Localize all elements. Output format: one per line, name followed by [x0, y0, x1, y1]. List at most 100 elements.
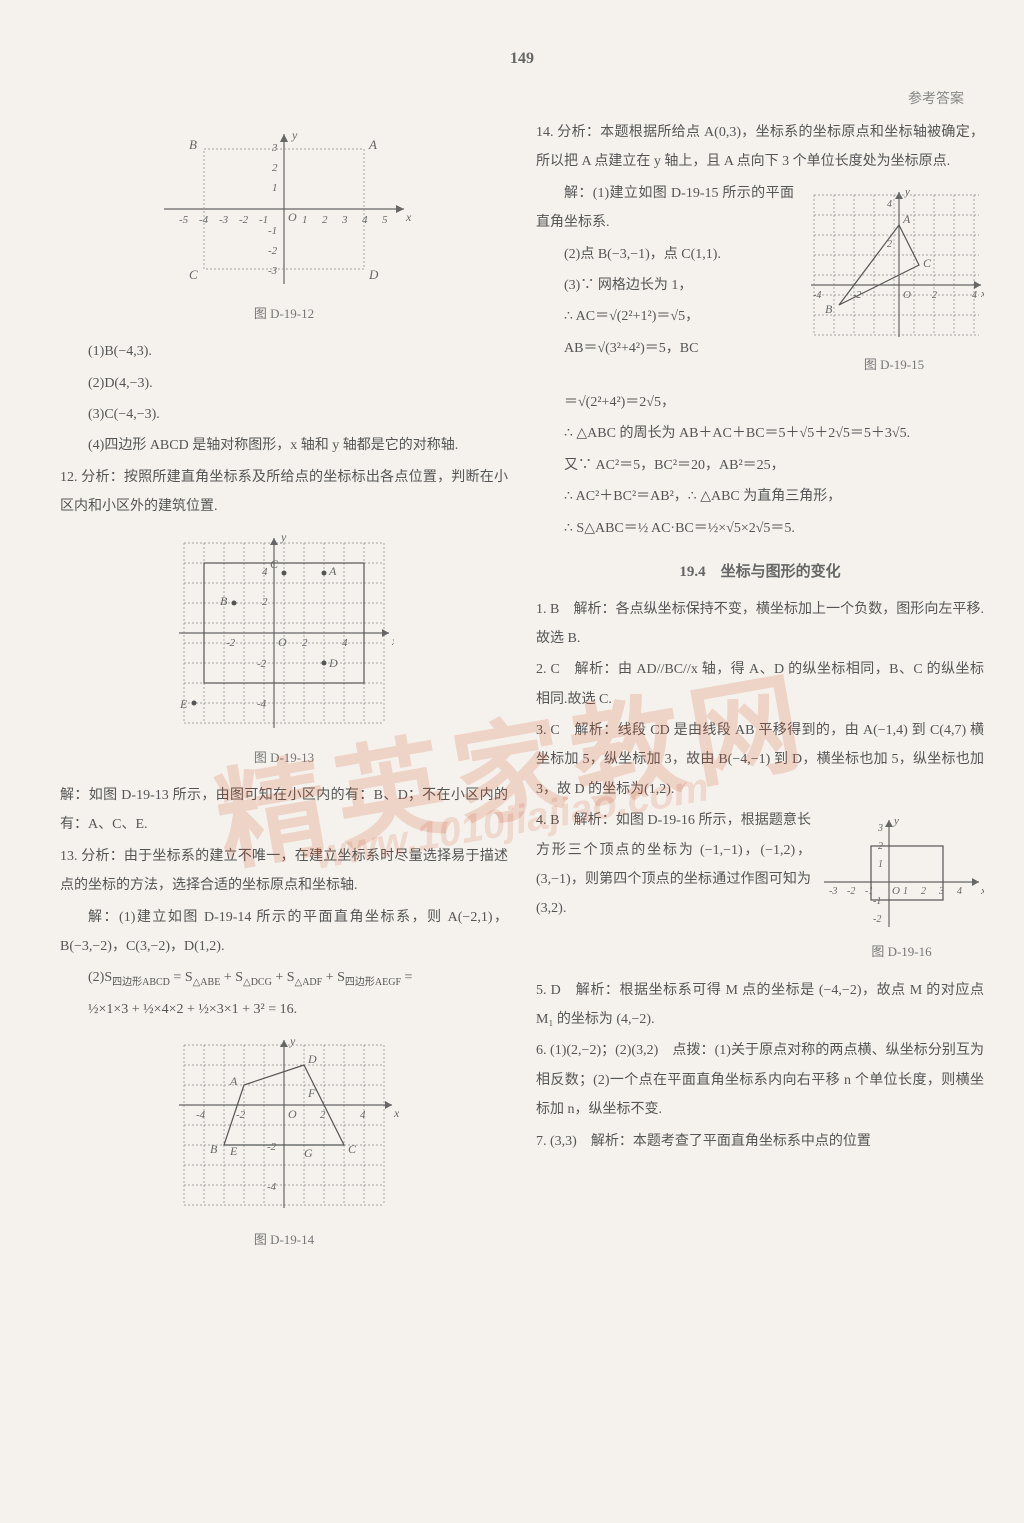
item-13-head: 13. 分析：由于坐标系的建立不唯一，在建立坐标系时尽量选择易于描述点的坐标的方… — [60, 842, 508, 901]
q7: 7. (3,3) 解析：本题考查了平面直角坐标系中点的位置 — [536, 1127, 984, 1156]
svg-text:F: F — [307, 1086, 316, 1100]
item-13-sol2: (2)S四边形ABCD = S△ABE + S△DCG + S△ADF + S四… — [60, 963, 508, 993]
item-11-2: (2)D(4,−3). — [60, 369, 508, 398]
figure-d-19-12: x y O -5-4-3 -2-1 123 45 123 -1-2-3 — [60, 124, 508, 294]
svg-text:x: x — [391, 634, 394, 648]
svg-text:2: 2 — [322, 214, 328, 226]
fig14-caption: 图 D-19-14 — [60, 1226, 508, 1253]
svg-text:E: E — [179, 697, 188, 711]
svg-text:1: 1 — [272, 182, 278, 194]
item-14-area: ∴ S△ABC＝½ AC·BC＝½×√5×2√5＝5. — [536, 514, 984, 543]
svg-text:C: C — [348, 1142, 357, 1156]
item-11-1: (1)B(−4,3). — [60, 337, 508, 366]
svg-text:O: O — [892, 885, 900, 897]
svg-text:y: y — [904, 186, 910, 198]
svg-text:y: y — [893, 815, 899, 827]
item-14-ac: ∴ AC＝√(2²+1²)＝√5， — [536, 302, 794, 331]
svg-text:-1: -1 — [268, 225, 277, 237]
svg-text:x: x — [405, 210, 412, 224]
item-13-sol1: 解：(1)建立如图 D-19-14 所示的平面直角坐标系，则 A(−2,1)，B… — [60, 903, 508, 962]
fig13-caption: 图 D-19-13 — [60, 744, 508, 771]
svg-text:O: O — [288, 210, 297, 224]
svg-text:C: C — [189, 267, 198, 282]
svg-text:4: 4 — [887, 199, 892, 210]
svg-text:D: D — [328, 656, 338, 670]
svg-text:4: 4 — [342, 637, 348, 649]
svg-text:A: A — [328, 564, 337, 578]
figure-d-19-14: A B C D E F G x y O -4-2 24 -2-4 — [60, 1030, 508, 1220]
svg-text:2: 2 — [932, 290, 937, 301]
figure-d-19-13: A B C D E x y O 42 -2-4 -224 — [60, 528, 508, 738]
svg-text:-4: -4 — [196, 1109, 206, 1121]
figure-d-19-15: A B C O x y -4-2 24 24 — [804, 185, 984, 345]
fig15-caption: 图 D-19-15 — [804, 351, 984, 378]
svg-text:1: 1 — [903, 886, 908, 897]
item-14-ab: AB＝√(3²+4²)＝5，BC — [536, 334, 794, 363]
item-14-sol3: (3)∵ 网格边长为 1， — [536, 271, 794, 300]
svg-text:-3: -3 — [219, 214, 229, 226]
svg-text:2: 2 — [887, 239, 892, 250]
svg-text:2: 2 — [921, 886, 926, 897]
svg-text:B: B — [210, 1142, 218, 1156]
svg-text:-2: -2 — [239, 214, 249, 226]
svg-text:4: 4 — [362, 214, 368, 226]
q6: 6. (1)(2,−2)；(2)(3,2) 点拨：(1)关于原点对称的两点横、纵… — [536, 1036, 984, 1124]
svg-text:-2: -2 — [873, 914, 881, 925]
svg-text:B: B — [220, 594, 228, 608]
page-number: 149 — [60, 50, 984, 68]
svg-text:3: 3 — [877, 823, 883, 834]
fig12-caption: 图 D-19-12 — [60, 300, 508, 327]
item-13-calc: ½×1×3 + ½×4×2 + ½×3×1 + 3² = 16. — [60, 995, 508, 1024]
svg-text:C: C — [923, 256, 932, 270]
svg-text:1: 1 — [878, 859, 883, 870]
svg-text:3: 3 — [341, 214, 348, 226]
svg-text:-2: -2 — [226, 637, 236, 649]
q3: 3. C 解析：线段 CD 是由线段 AB 平移得到的，由 A(−1,4) 到 … — [536, 716, 984, 804]
svg-text:2: 2 — [272, 162, 278, 174]
svg-text:O: O — [278, 635, 287, 649]
item-14-sq: 又∵ AC²＝5，BC²＝20，AB²＝25， — [536, 451, 984, 480]
svg-text:y: y — [291, 128, 298, 142]
item-12-sol: 解：如图 D-19-13 所示，由图可知在小区内的有：B、D；不在小区内的有：A… — [60, 781, 508, 840]
svg-text:-4: -4 — [257, 698, 267, 710]
page-label: 参考答案 — [908, 88, 964, 108]
svg-text:-2: -2 — [236, 1109, 246, 1121]
svg-text:D: D — [307, 1052, 317, 1066]
svg-text:y: y — [289, 1034, 296, 1048]
svg-text:2: 2 — [262, 596, 268, 608]
svg-text:O: O — [288, 1107, 297, 1121]
item-11-3: (3)C(−4,−3). — [60, 400, 508, 429]
svg-text:x: x — [980, 288, 984, 300]
svg-text:-2: -2 — [853, 290, 861, 301]
svg-text:B: B — [825, 302, 833, 316]
svg-text:-2: -2 — [257, 658, 267, 670]
svg-text:-3: -3 — [268, 265, 278, 277]
svg-text:3: 3 — [938, 886, 944, 897]
svg-text:-1: -1 — [259, 214, 268, 226]
svg-text:4: 4 — [957, 886, 962, 897]
q1: 1. B 解析：各点纵坐标保持不变，横坐标加上一个负数，图形向左平移.故选 B. — [536, 595, 984, 654]
item-14-pyth: ∴ AC²＋BC²＝AB²，∴ △ABC 为直角三角形， — [536, 482, 984, 511]
right-column: 14. 分析：本题根据所给点 A(0,3)，坐标系的坐标原点和坐标轴被确定，所以… — [536, 118, 984, 1264]
item-14-sol2: (2)点 B(−3,−1)，点 C(1,1). — [536, 240, 794, 269]
svg-text:4: 4 — [972, 290, 977, 301]
svg-text:G: G — [304, 1146, 313, 1160]
svg-text:-3: -3 — [829, 886, 837, 897]
svg-text:B: B — [189, 137, 197, 152]
item-11-4: (4)四边形 ABCD 是轴对称图形，x 轴和 y 轴都是它的对称轴. — [60, 431, 508, 460]
svg-text:A: A — [229, 1074, 238, 1088]
svg-text:-2: -2 — [268, 245, 278, 257]
svg-text:4: 4 — [262, 566, 268, 578]
q5: 5. D 解析：根据坐标系可得 M 点的坐标是 (−4,−2)，故点 M 的对应… — [536, 976, 984, 1035]
svg-text:D: D — [368, 267, 379, 282]
svg-text:5: 5 — [382, 214, 388, 226]
svg-text:O: O — [903, 289, 911, 301]
svg-text:2: 2 — [302, 637, 308, 649]
svg-text:-2: -2 — [847, 886, 855, 897]
item-14-head: 14. 分析：本题根据所给点 A(0,3)，坐标系的坐标原点和坐标轴被确定，所以… — [536, 118, 984, 177]
left-column: x y O -5-4-3 -2-1 123 45 123 -1-2-3 — [60, 118, 508, 1264]
svg-text:C: C — [270, 557, 279, 571]
svg-text:-2: -2 — [267, 1141, 277, 1153]
q4: 4. B 解析：如图 D-19-16 所示，根据题意长方形三个顶点的坐标为 (−… — [536, 806, 811, 924]
svg-text:A: A — [368, 137, 377, 152]
